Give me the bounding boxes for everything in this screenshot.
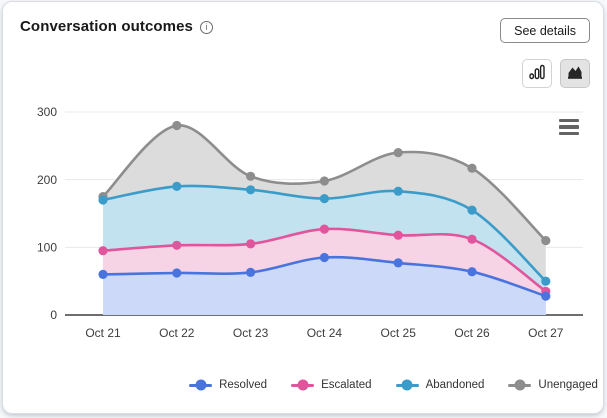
x-tick-label: Oct 26 <box>454 326 490 340</box>
data-point-resolved[interactable] <box>172 268 182 278</box>
x-tick-label: Oct 22 <box>159 326 195 340</box>
data-point-unengaged[interactable] <box>172 120 182 131</box>
chart-type-toggle-group <box>522 59 590 88</box>
data-point-abandoned[interactable] <box>98 195 108 205</box>
card-header: Conversation outcomes i <box>20 18 213 35</box>
outcomes-area-chart: 0 100 200 300 Oct 21 Oct 22 Oct 23 Oct 24 Oct 25… <box>37 105 583 340</box>
legend-marker-icon <box>395 379 419 391</box>
bar-chart-toggle-button[interactable] <box>522 59 552 88</box>
x-tick-label: Oct 27 <box>528 326 564 340</box>
data-point-escalated[interactable] <box>98 246 108 256</box>
data-point-abandoned[interactable] <box>393 186 403 196</box>
hamburger-icon <box>559 118 579 123</box>
data-point-abandoned[interactable] <box>467 205 477 215</box>
page-title: Conversation outcomes <box>20 18 193 35</box>
legend-dot-icon <box>514 379 526 391</box>
legend-item-unengaged[interactable]: Unengaged <box>508 379 598 391</box>
hamburger-icon <box>559 131 579 136</box>
data-point-abandoned[interactable] <box>319 194 329 204</box>
legend-label: Resolved <box>219 379 268 391</box>
legend-marker-icon <box>189 379 213 391</box>
legend-label: Abandoned <box>425 379 485 391</box>
data-point-resolved[interactable] <box>319 252 329 263</box>
y-tick-label: 300 <box>37 105 57 119</box>
legend-dot-icon <box>297 379 309 391</box>
area-chart-toggle-button[interactable] <box>560 59 590 88</box>
data-point-unengaged[interactable] <box>246 171 256 181</box>
data-point-abandoned[interactable] <box>172 181 182 191</box>
hamburger-icon <box>559 125 579 129</box>
data-point-resolved[interactable] <box>393 258 403 268</box>
legend-dot-icon <box>401 379 413 391</box>
data-point-unengaged[interactable] <box>319 176 329 186</box>
data-point-escalated[interactable] <box>172 240 182 250</box>
data-point-escalated[interactable] <box>319 224 329 234</box>
data-point-escalated[interactable] <box>467 234 477 244</box>
data-point-unengaged[interactable] <box>467 163 477 173</box>
conversation-outcomes-card: Conversation outcomes i See details <box>2 1 604 414</box>
chart-legend: Resolved Escalated Abandoned Unengaged <box>189 379 598 391</box>
x-tick-label: Oct 25 <box>381 326 417 340</box>
legend-item-resolved[interactable]: Resolved <box>189 379 267 391</box>
data-point-abandoned[interactable] <box>246 185 256 195</box>
y-tick-label: 200 <box>37 173 57 187</box>
area-chart-icon <box>566 63 584 84</box>
legend-item-escalated[interactable]: Escalated <box>291 379 372 391</box>
legend-dot-icon <box>195 379 207 391</box>
legend-label: Unengaged <box>538 379 598 391</box>
chart-context-menu-button[interactable] <box>555 115 583 139</box>
y-tick-label: 100 <box>37 241 57 255</box>
data-point-resolved[interactable] <box>467 267 477 277</box>
x-tick-label: Oct 24 <box>307 326 343 340</box>
legend-label: Escalated <box>321 379 372 391</box>
series-area-resolved <box>103 257 546 315</box>
legend-item-abandoned[interactable]: Abandoned <box>395 379 485 391</box>
data-point-escalated[interactable] <box>246 239 256 249</box>
data-point-resolved[interactable] <box>246 267 256 277</box>
info-icon[interactable]: i <box>199 20 213 34</box>
data-point-escalated[interactable] <box>393 230 403 240</box>
data-point-resolved[interactable] <box>98 269 108 279</box>
x-tick-label: Oct 21 <box>85 326 121 340</box>
data-point-unengaged[interactable] <box>541 236 551 246</box>
x-tick-label: Oct 23 <box>233 326 269 340</box>
legend-marker-icon <box>291 379 315 391</box>
data-point-resolved[interactable] <box>541 291 551 301</box>
data-point-abandoned[interactable] <box>541 276 551 286</box>
data-point-unengaged[interactable] <box>393 148 403 158</box>
bar-chart-icon <box>527 62 547 85</box>
y-tick-label: 0 <box>50 308 57 322</box>
see-details-button[interactable]: See details <box>500 18 590 43</box>
legend-marker-icon <box>508 379 532 391</box>
